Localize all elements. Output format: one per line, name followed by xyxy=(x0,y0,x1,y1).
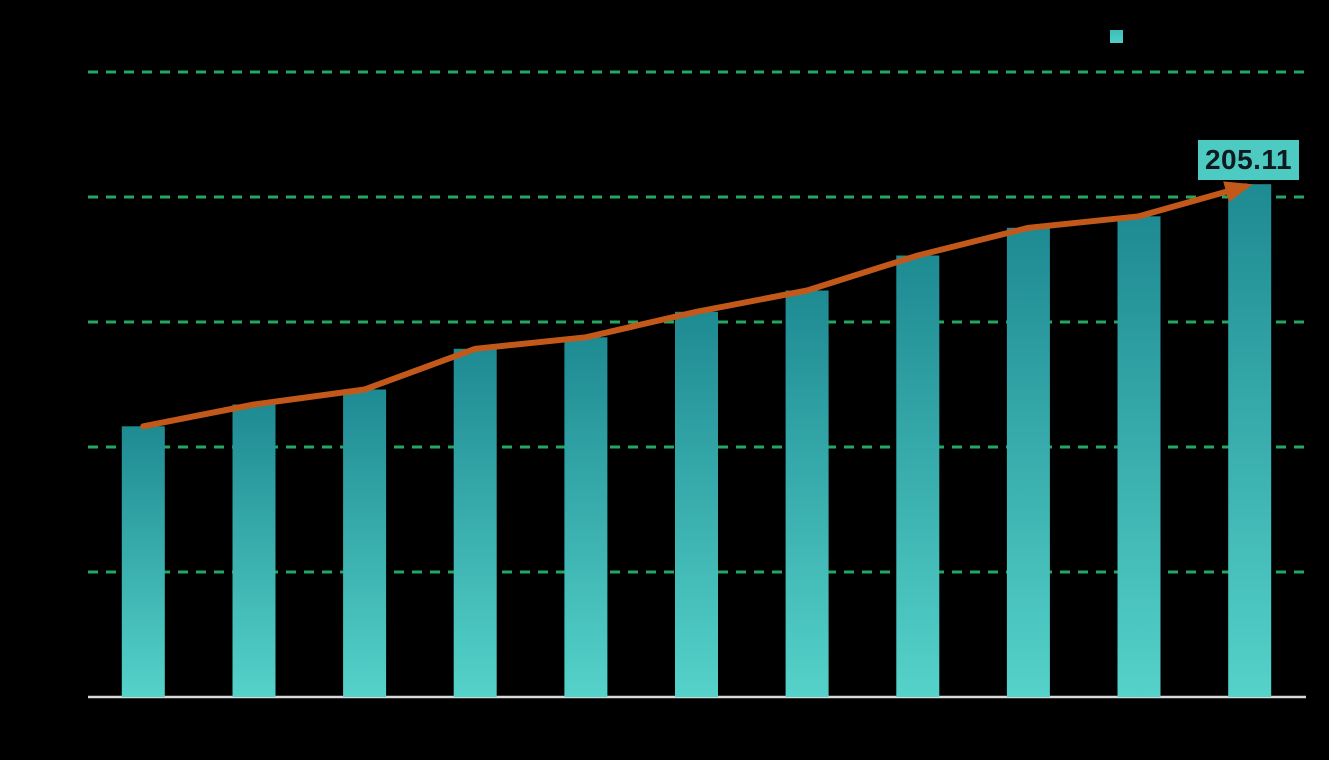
legend-marker-icon xyxy=(1110,30,1123,43)
bar xyxy=(1228,184,1272,697)
bar xyxy=(232,404,276,697)
bar xyxy=(1006,227,1050,698)
bar xyxy=(121,426,165,698)
bar xyxy=(564,337,608,698)
bar xyxy=(1117,216,1161,698)
last-value-label: 205.11 xyxy=(1198,140,1299,180)
bar xyxy=(675,311,718,698)
bar xyxy=(453,348,497,698)
bar xyxy=(343,389,387,697)
bar xyxy=(785,290,829,697)
bar xyxy=(896,255,940,697)
trend-line xyxy=(140,181,1253,430)
